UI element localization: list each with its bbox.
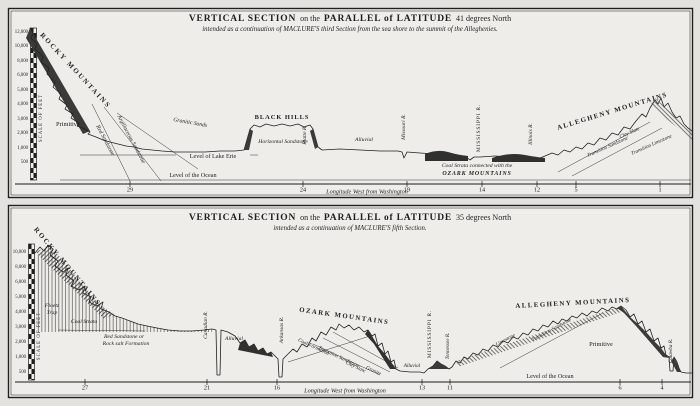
scale-tick-label: 6,000 [15, 280, 26, 285]
label-missouri-river: Missouri R. [401, 114, 407, 141]
scale-tick-label: 12,000 [15, 30, 29, 35]
label-granitic-sands: Granitic Sands [173, 117, 209, 129]
axis-tick-label: 6 [618, 385, 621, 392]
hatched-hills [238, 340, 273, 357]
axis-caption: Longitude West from Washington [325, 189, 408, 196]
scale-tick-label: 5,000 [15, 295, 26, 300]
axis-35: 27 21 16 13 11 6 4 Longitude West from W… [82, 379, 664, 395]
panel-latitude-35: VERTICAL SECTION on the PARALLEL of LATITU… [7, 204, 694, 399]
label-alluvial-east: Alluvial [403, 363, 421, 369]
allegheny-slope-shading [456, 306, 621, 367]
panel-subtitle: intended as a continuation of MACLURE'S … [273, 225, 427, 232]
axis-caption: Longitude West from Washington [303, 388, 386, 395]
axis-tick-label: 24 [300, 187, 306, 194]
axis-tick-label: 29 [127, 187, 133, 194]
scale-tick-label: 8,000 [15, 265, 26, 270]
scale-tick-label: 10,000 [13, 250, 27, 255]
scale-tick-label: 6,000 [17, 73, 28, 78]
axis-tick-label: 12 [534, 187, 540, 194]
panel-border-outer [7, 204, 694, 399]
panel-subtitle: intended as a continuation of MACLURE'S … [202, 26, 498, 33]
scale-tick-label: 2,000 [17, 131, 28, 136]
scale-tick-label: 3,000 [15, 325, 26, 330]
axis-41: 29 24 19 14 12 5 1 Longitude West from W… [127, 181, 662, 196]
axis-tick-label: 13 [419, 385, 425, 392]
label-ocean-level: Level of the Ocean [169, 172, 216, 179]
label-alluvial: Alluvial [354, 137, 373, 143]
label-arkansas-river: Arkansas R. [279, 317, 285, 345]
scale-caption: SCALE OF FEET [37, 312, 42, 360]
scale-tick-label: 3,000 [17, 117, 28, 122]
allegheny-peak-shading [650, 98, 692, 140]
panel-latitude-41: VERTICAL SECTION on the PARALLEL of LATITU… [7, 7, 694, 199]
label-canadian-river: Canadian R. [203, 311, 209, 339]
axis-tick-label: 27 [82, 385, 88, 392]
label-coal-strata-line2: OZARK MOUNTAINS [442, 171, 511, 177]
label-red-sandstone: Red Sandstone or [103, 334, 145, 340]
rocky-columnar-shading [36, 246, 212, 332]
east-bluff [428, 361, 449, 369]
axis-tick-label: 5 [574, 187, 577, 194]
allegheny-east-shading [617, 306, 669, 358]
scale-tick-label: 500 [21, 160, 29, 165]
scale-caption: SCALE OF FEET [39, 94, 44, 142]
axis-tick-label: 4 [660, 385, 663, 392]
axis-tick-label: 14 [479, 187, 485, 194]
panel-title: VERTICAL SECTION on the PARALLEL of LATITU… [189, 213, 511, 223]
label-primitive: Primitive [56, 121, 80, 128]
skyline-path [33, 244, 693, 378]
label-coal-strata: Coal Strata [71, 319, 98, 325]
scale-tick-label: 8,000 [17, 59, 28, 64]
label-mississippi-river: MISSISSIPPI R. [476, 104, 482, 152]
panel-title: VERTICAL SECTION on the PARALLEL of LATITU… [189, 14, 511, 24]
axis-tick-label: 21 [204, 385, 210, 392]
scale-of-feet-bar: 12,000 10,000 8,000 6,000 5,000 4,000 3,… [15, 27, 44, 181]
panel-border-inner [10, 207, 691, 396]
axis-tick-label: 19 [404, 187, 410, 194]
scale-tick-label: 4,000 [15, 310, 26, 315]
ozark-scarp-shading [365, 330, 396, 369]
label-catawba-river: Catawba R. [668, 339, 674, 364]
label-ocean-level: Level of the Ocean [526, 373, 573, 380]
scale-tick-label: 1,000 [17, 146, 28, 151]
scale-tick-label: 2,000 [15, 340, 26, 345]
label-coal-strata-line1: Coal Strata connected with the [442, 163, 513, 169]
label-primitive: Primitive [589, 341, 613, 348]
coal-strata-mound-east [492, 154, 545, 162]
scale-tick-label: 10,000 [15, 44, 29, 49]
scale-tick-label: 5,000 [17, 88, 28, 93]
scale-of-feet-bar: 10,000 8,000 6,000 5,000 4,000 3,000 2,0… [13, 243, 42, 381]
terrain-profile-41 [15, 27, 693, 185]
coal-strata-mound-west [425, 150, 468, 161]
axis-tick-label: 1 [658, 187, 661, 194]
label-mississippi-river: MISSISSIPPI R. [427, 310, 433, 358]
scale-tick-label: 1,000 [15, 355, 26, 360]
skyline-path [29, 27, 693, 161]
rocky-slope-shading [26, 28, 90, 134]
label-platte-river: Platte R. [302, 125, 308, 145]
terrain-profile-35 [15, 244, 693, 383]
label-red-sandstone: Rock salt Formation [102, 341, 150, 347]
label-lake-erie: Level of Lake Erie [190, 153, 237, 160]
label-floetz-trap: Floetz [44, 303, 60, 309]
axis-tick-label: 11 [447, 385, 453, 392]
scale-tick-label: 500 [19, 370, 27, 375]
label-tennessee-river: Tennessee R. [445, 333, 451, 360]
panel-border-inner [10, 10, 691, 196]
scale-tick-label: 4,000 [17, 102, 28, 107]
axis-tick-label: 16 [274, 385, 280, 392]
label-illinois-river: Illinois R. [528, 123, 534, 146]
rocky-ridge-shading [36, 245, 112, 319]
label-horizontal-sandstone: Horizontal Sandstone [257, 139, 308, 145]
label-floetz-trap: Trap [47, 310, 58, 316]
label-black-hills: BLACK HILLS [255, 114, 310, 121]
label-alluvial-west: Alluvial [224, 336, 243, 342]
